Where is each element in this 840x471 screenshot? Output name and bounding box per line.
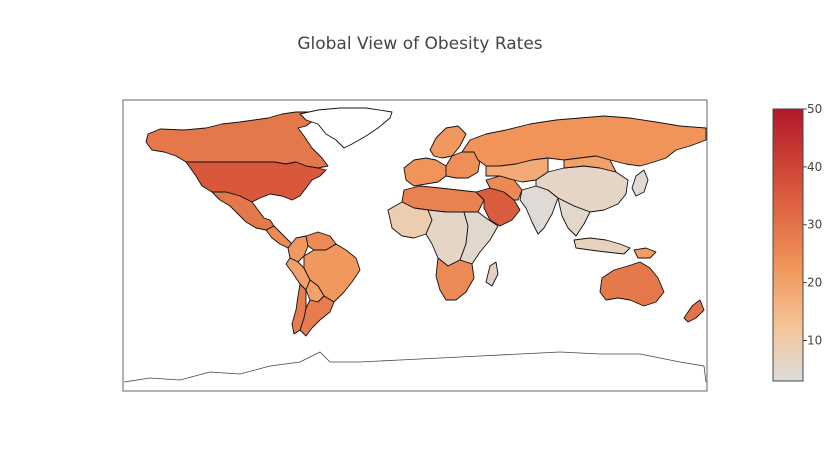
colorbar: 10 20 30 40 50 — [772, 102, 822, 382]
antarctica-outline — [123, 351, 707, 383]
region-southeast-asia[interactable] — [557, 197, 591, 237]
region-scandinavia[interactable] — [429, 125, 467, 159]
region-canada[interactable] — [145, 111, 329, 169]
region-australia[interactable] — [599, 261, 665, 307]
region-new-zealand[interactable] — [683, 299, 705, 323]
region-greenland[interactable] — [299, 107, 393, 149]
colorbar-tick-label: 10 — [807, 333, 822, 347]
region-east-africa[interactable] — [459, 211, 499, 265]
countries-layer — [145, 107, 707, 337]
colorbar-gradient — [772, 108, 804, 382]
region-papua-new-guinea[interactable] — [633, 247, 657, 259]
colorbar-tick-label: 20 — [807, 276, 822, 290]
region-japan[interactable] — [631, 169, 649, 197]
region-madagascar[interactable] — [485, 261, 499, 287]
region-southern-africa[interactable] — [435, 257, 475, 301]
region-eastern-europe[interactable] — [445, 151, 481, 179]
colorbar-tick-label: 30 — [807, 218, 822, 232]
region-indonesia[interactable] — [573, 237, 631, 255]
region-mongolia[interactable] — [563, 155, 617, 173]
colorbar-tick-label: 50 — [807, 102, 822, 116]
colorbar-tick-label: 40 — [807, 160, 822, 174]
map-title: Global View of Obesity Rates — [297, 34, 543, 54]
region-chile[interactable] — [291, 283, 307, 335]
